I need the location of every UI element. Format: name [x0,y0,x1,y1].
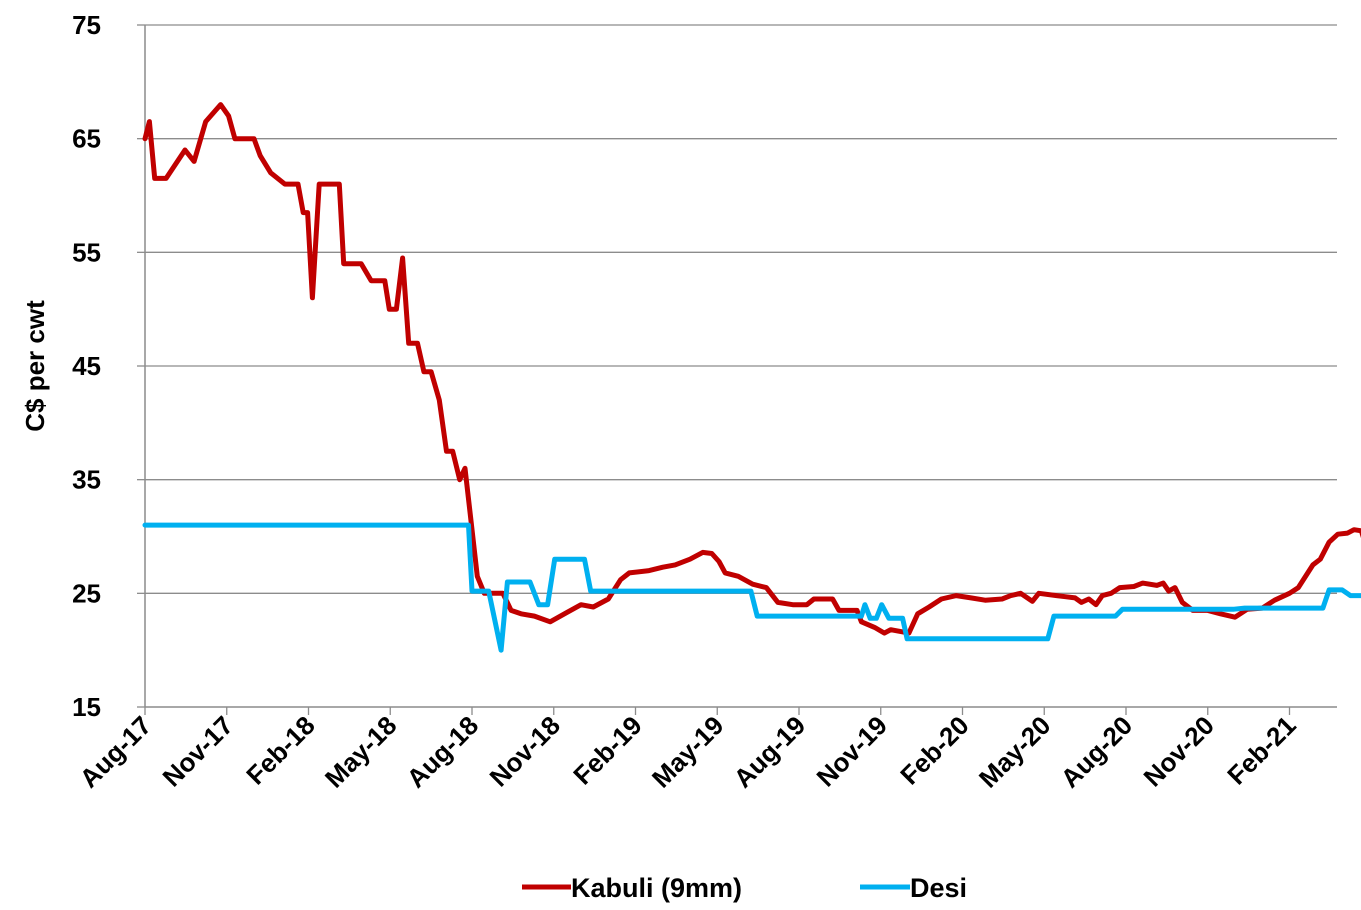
x-tick-label: May-20 [973,710,1057,794]
x-tick-label: Aug-20 [1055,710,1139,794]
y-tick-label: 75 [72,10,101,40]
x-tick-label: Aug-17 [74,710,158,794]
y-axis-ticks: 15 25 35 45 55 65 75 [72,10,145,722]
x-tick-label: Feb-18 [240,710,320,790]
y-tick-label: 25 [72,578,101,608]
x-tick-label: May-18 [319,710,403,794]
legend-item: Desi [860,873,967,903]
y-tick-label: 35 [72,465,101,495]
y-tick-label: 45 [72,351,101,381]
series-line-1 [142,522,1361,653]
series-layer [142,102,1361,653]
legend-label: Kabuli (9mm) [571,873,742,903]
x-tick-label: Aug-18 [401,710,485,794]
x-tick-label: Feb-19 [567,710,647,790]
legend-label: Desi [910,873,967,903]
x-tick-label: Feb-21 [1221,710,1301,790]
x-tick-label: Nov-18 [483,710,566,793]
x-tick-label: Aug-19 [728,710,812,794]
x-tick-label: Nov-17 [156,710,239,793]
x-tick-label: Feb-20 [894,710,974,790]
y-tick-label: 55 [72,237,101,267]
legend: Kabuli (9mm) Desi [522,873,967,903]
y-tick-label: 65 [72,124,101,154]
x-tick-label: May-19 [646,710,730,794]
legend-item: Kabuli (9mm) [522,873,742,903]
y-tick-label: 15 [72,692,101,722]
y-axis-title: C$ per cwt [20,300,50,432]
series-line-0 [142,102,1361,636]
x-tick-label: Nov-20 [1137,710,1220,793]
x-tick-label: Nov-19 [810,710,893,793]
gridlines [145,24,1337,594]
